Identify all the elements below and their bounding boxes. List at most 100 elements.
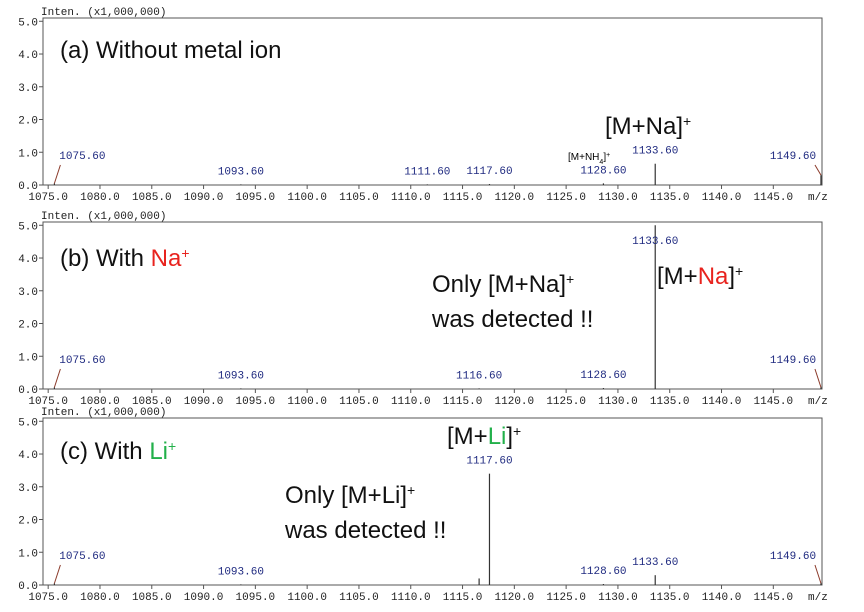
title-text: (c) With xyxy=(60,438,149,465)
annotation: Only [M+Na]+ xyxy=(432,271,574,298)
y-tick-label: 4.0 xyxy=(18,450,38,462)
x-axis-label: m/z xyxy=(808,396,828,408)
peak-label: 1093.60 xyxy=(218,370,264,382)
x-tick-label: 1145.0 xyxy=(754,592,794,604)
x-tick-label: 1130.0 xyxy=(598,592,638,604)
x-tick-label: 1100.0 xyxy=(287,592,327,604)
plot-frame xyxy=(42,17,823,186)
peak-label: 1133.60 xyxy=(632,236,678,248)
x-tick-label: 1120.0 xyxy=(495,192,535,204)
peak-label: 1093.60 xyxy=(218,566,264,578)
leader-line xyxy=(53,164,61,184)
y-tick-label: 2.0 xyxy=(18,320,38,332)
x-tick-label: 1080.0 xyxy=(80,192,120,204)
x-tick-label: 1115.0 xyxy=(443,192,483,204)
x-tick-label: 1120.0 xyxy=(495,592,535,604)
peak-label: 1149.60 xyxy=(770,151,816,163)
annotation-text: [M+NH xyxy=(568,152,599,163)
annotation: Only [M+Li]+ xyxy=(285,482,415,509)
y-tick-label: 0.0 xyxy=(18,385,38,397)
annotation-text: [M+ xyxy=(447,423,488,450)
x-tick-label: 1085.0 xyxy=(132,592,172,604)
x-tick-label: 1135.0 xyxy=(650,592,690,604)
annotation-sup: + xyxy=(606,152,610,159)
peak-label: 1128.60 xyxy=(580,370,626,382)
y-tick-label: 1.0 xyxy=(18,148,38,160)
peak-label: 1093.60 xyxy=(218,166,264,178)
title-ion: Na xyxy=(151,245,182,272)
x-tick-label: 1095.0 xyxy=(236,192,276,204)
annotation-ion: Li xyxy=(488,423,507,450)
annotation-sup: + xyxy=(513,423,521,439)
peak-label: 1133.60 xyxy=(632,146,678,158)
y-tick-label: 4.0 xyxy=(18,50,38,62)
x-tick-label: 1090.0 xyxy=(184,592,224,604)
peak-label: 1075.60 xyxy=(59,151,105,163)
x-axis-label: m/z xyxy=(808,592,828,604)
x-tick-label: 1075.0 xyxy=(28,192,68,204)
panel-title: (b) With Na+ xyxy=(60,245,190,272)
x-tick-label: 1100.0 xyxy=(287,396,327,408)
y-axis-label: Inten. (x1,000,000) xyxy=(41,407,166,419)
annotation-text: [M+ xyxy=(657,263,698,290)
leader-line xyxy=(53,368,61,388)
x-tick-label: 1135.0 xyxy=(650,396,690,408)
y-tick-label: 3.0 xyxy=(18,483,38,495)
annotation-sup: + xyxy=(683,113,691,129)
x-tick-label: 1090.0 xyxy=(184,396,224,408)
x-tick-label: 1145.0 xyxy=(754,396,794,408)
panel-title: (c) With Li+ xyxy=(60,438,176,465)
x-tick-label: 1125.0 xyxy=(546,396,586,408)
x-tick-label: 1085.0 xyxy=(132,396,172,408)
x-tick-label: 1095.0 xyxy=(236,592,276,604)
peak-label: 1149.60 xyxy=(770,355,816,367)
x-tick-label: 1130.0 xyxy=(598,396,638,408)
annotation-text: [M+Na] xyxy=(605,113,683,140)
annotation: was detected !! xyxy=(284,517,446,544)
x-tick-label: 1110.0 xyxy=(391,592,431,604)
y-tick-label: 0.0 xyxy=(18,581,38,593)
peak-label: 1128.60 xyxy=(580,165,626,177)
x-tick-label: 1095.0 xyxy=(236,396,276,408)
annotation: was detected !! xyxy=(431,306,593,333)
title-sup: + xyxy=(168,438,176,454)
annotation: [M+NH4]+ xyxy=(568,152,610,166)
plot-frame xyxy=(42,221,823,390)
title-text: (b) With xyxy=(60,245,151,272)
y-axis-label: Inten. (x1,000,000) xyxy=(41,7,166,19)
annotation-sup: + xyxy=(407,482,415,498)
y-tick-label: 2.0 xyxy=(18,516,38,528)
annotation-text: ] xyxy=(728,263,735,290)
leader-line xyxy=(814,368,822,388)
annotation-text: Only [M+Li] xyxy=(285,482,407,509)
x-tick-label: 1125.0 xyxy=(546,592,586,604)
annotation-text: ] xyxy=(506,423,513,450)
annotation-ion: Na xyxy=(698,263,729,290)
title-sup: + xyxy=(181,245,189,261)
annotation-sup: + xyxy=(735,263,743,279)
x-tick-label: 1085.0 xyxy=(132,192,172,204)
x-tick-label: 1130.0 xyxy=(598,192,638,204)
annotation-text: Only [M+Na] xyxy=(432,271,566,298)
leader-line xyxy=(814,164,822,176)
y-tick-label: 2.0 xyxy=(18,116,38,128)
peak-label: 1149.60 xyxy=(770,551,816,563)
annotation-sub: 4 xyxy=(599,159,603,166)
y-axis-label: Inten. (x1,000,000) xyxy=(41,211,166,223)
plot-frame xyxy=(42,417,823,586)
x-tick-label: 1115.0 xyxy=(443,396,483,408)
y-tick-label: 1.0 xyxy=(18,352,38,364)
peak-label: 1117.60 xyxy=(466,456,512,468)
x-tick-label: 1105.0 xyxy=(339,396,379,408)
peak-label: 1111.60 xyxy=(404,166,450,178)
x-tick-label: 1140.0 xyxy=(702,396,742,408)
x-tick-label: 1105.0 xyxy=(339,192,379,204)
annotation: [M+Na]+ xyxy=(605,113,691,140)
x-tick-label: 1105.0 xyxy=(339,592,379,604)
annotation: [M+Na]+ xyxy=(657,263,743,290)
title-ion: Li xyxy=(149,438,168,465)
annotation: [M+Li]+ xyxy=(447,423,521,450)
annotation-sup: + xyxy=(566,271,574,287)
